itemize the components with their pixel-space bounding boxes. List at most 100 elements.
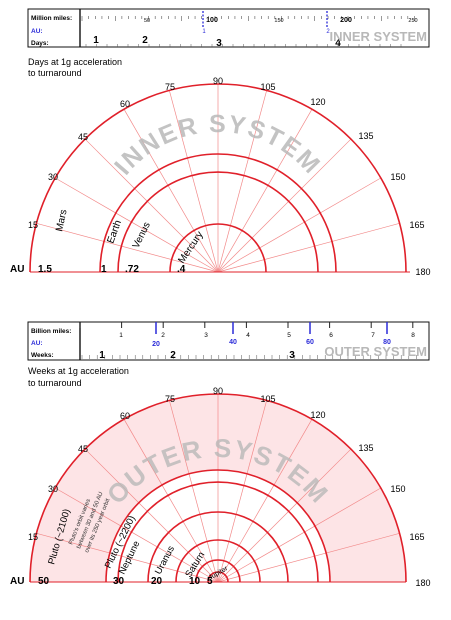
outer-caption-line1: Weeks at 1g acceleration <box>28 366 129 376</box>
outer-ring-value-20: 20 <box>151 576 163 587</box>
outer-spoke-105 <box>217 400 267 583</box>
inner-ring-value-mars: 1.5 <box>38 264 52 275</box>
outer-angle-45: 45 <box>78 444 88 454</box>
outer-ring-0 <box>29 393 407 583</box>
outer-weeks-label: Weeks: <box>31 352 54 359</box>
inner-miles-tick-150: 150 <box>274 18 283 24</box>
inner-spoke-15 <box>36 223 219 273</box>
inner-au-axis-label: AU <box>10 264 24 275</box>
outer-spoke-150 <box>217 487 381 583</box>
inner-caption-line1: Days at 1g acceleration <box>28 57 122 67</box>
outer-angle-15: 15 <box>28 532 38 542</box>
inner-angle-150: 150 <box>390 172 405 182</box>
outer-angle-165: 165 <box>409 532 424 542</box>
inner-angle-165: 165 <box>409 220 424 230</box>
outer-angle-105: 105 <box>260 394 275 404</box>
inner-planet-venus: Venus <box>131 220 153 250</box>
outer-au-tick-80: 80 <box>383 339 391 346</box>
outer-miles-tick-8: 8 <box>411 332 415 339</box>
outer-angle-30: 30 <box>48 484 58 494</box>
outer-spoke-30 <box>55 487 219 583</box>
outer-spoke-135 <box>217 448 352 583</box>
inner-day-tick-1: 1 <box>93 35 99 46</box>
inner-minor-ticks <box>81 16 415 47</box>
outer-ring-6 <box>207 571 229 583</box>
inner-spoke-165 <box>217 223 400 273</box>
outer-angle-150: 150 <box>390 484 405 494</box>
outer-miles-tick-2: 2 <box>161 332 165 339</box>
outer-scale-box: Billion miles: AU: Weeks: 1 2 3 4 5 6 7 … <box>27 321 430 361</box>
inner-angle-30: 30 <box>48 172 58 182</box>
outer-week-tick-1: 1 <box>99 350 105 361</box>
inner-day-tick-4: 4 <box>335 38 341 49</box>
inner-scale-frame <box>27 8 430 48</box>
outer-au-tick-20: 20 <box>152 341 160 348</box>
outer-angle-180: 180 <box>415 578 430 588</box>
outer-au-axis-label: AU <box>10 576 24 587</box>
inner-angle-135: 135 <box>358 131 373 141</box>
inner-angle-180: 180 <box>415 267 430 277</box>
inner-au-tick-1: 1 <box>202 29 206 35</box>
inner-ring-2 <box>117 171 319 273</box>
outer-miles-tick-1: 1 <box>119 332 123 339</box>
inner-angle-75: 75 <box>165 82 175 92</box>
outer-miles-label: Billion miles: <box>31 328 71 335</box>
outer-ring-value-50: 50 <box>38 576 50 587</box>
outer-miles-tick-4: 4 <box>246 332 250 339</box>
outer-spoke-15 <box>36 533 219 583</box>
outer-spoke-75 <box>169 400 219 583</box>
outer-au-label: AU: <box>31 340 43 347</box>
inner-days-label: Days: <box>31 40 49 47</box>
inner-ring-3 <box>169 223 267 273</box>
inner-angle-15: 15 <box>28 220 38 230</box>
inner-angle-45: 45 <box>78 132 88 142</box>
inner-planet-earth: Earth <box>105 219 124 245</box>
outer-miles-tick-7: 7 <box>371 332 375 339</box>
outer-spoke-165 <box>217 533 400 583</box>
inner-scale-box: Million miles: AU: Days: 50 100 150 200 … <box>27 8 430 49</box>
inner-au-tick-2: 2 <box>326 29 330 35</box>
inner-miles-tick-200: 200 <box>340 17 352 24</box>
inner-miles-tick-100: 100 <box>206 17 218 24</box>
outer-ring-4 <box>175 539 261 583</box>
outer-caption-line2: to turnaround <box>28 378 82 388</box>
outer-angle-120: 120 <box>310 410 325 420</box>
inner-angle-105: 105 <box>260 82 275 92</box>
outer-spoke-60 <box>123 419 219 583</box>
inner-ring-value-earth: 1 <box>101 264 107 275</box>
outer-ring-value-10: 10 <box>189 576 201 587</box>
outer-miles-tick-6: 6 <box>329 332 333 339</box>
inner-au-label: AU: <box>31 28 43 35</box>
outer-ticks <box>79 322 417 359</box>
inner-spoke-60 <box>123 109 219 273</box>
outer-miles-tick-5: 5 <box>287 332 291 339</box>
outer-spoke-120 <box>217 419 313 583</box>
inner-rings <box>29 83 407 273</box>
inner-angle-90: 90 <box>213 76 223 86</box>
inner-ring-1 <box>99 153 337 273</box>
outer-angle-60: 60 <box>120 411 130 421</box>
inner-miles-label: Million miles: <box>31 15 72 22</box>
outer-angle-135: 135 <box>358 443 373 453</box>
inner-miles-tick-250: 250 <box>408 18 417 24</box>
inner-caption-line2: to turnaround <box>28 68 82 78</box>
inner-miles-tick-50: 50 <box>144 18 150 24</box>
outer-watermark: OUTER SYSTEM <box>324 344 427 359</box>
outer-ring-5 <box>195 559 241 583</box>
outer-diagram: OUTER SYSTEM 90 75 60 45 30 15 105 120 1… <box>10 386 431 588</box>
inner-spoke-105 <box>217 90 267 273</box>
inner-diagram: INNER SYSTEM 90 75 60 45 30 15 105 120 1… <box>10 76 431 277</box>
outer-au-tick-60: 60 <box>306 339 314 346</box>
inner-ring-value-venus: .72 <box>125 264 139 275</box>
outer-miles-tick-3: 3 <box>204 332 208 339</box>
outer-spoke-45 <box>84 448 219 583</box>
inner-ring-value-mercury: .4 <box>177 264 186 275</box>
inner-spoke-75 <box>169 90 219 273</box>
inner-spoke-120 <box>217 109 313 273</box>
outer-rings <box>29 393 407 583</box>
inner-spoke-150 <box>217 177 381 273</box>
inner-ring-0 <box>29 83 407 273</box>
outer-ring-1 <box>105 469 331 583</box>
outer-ring-value-30: 30 <box>113 576 125 587</box>
